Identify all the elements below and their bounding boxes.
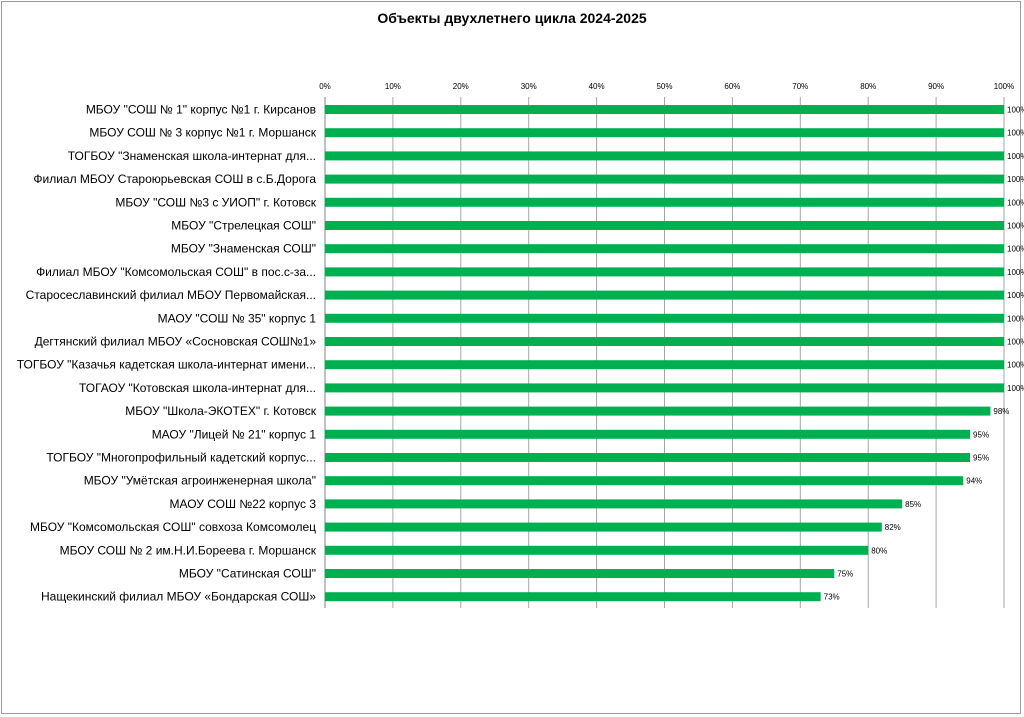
category-label: ТОГАОУ "Котовская школа-интернат для... <box>79 381 316 395</box>
data-label: 100% <box>1007 338 1024 347</box>
bar <box>325 290 1004 300</box>
bar <box>325 337 1004 346</box>
category-label: ТОГБОУ "Многопрофильный кадетский корпус… <box>46 451 316 465</box>
category-label: МБОУ "Комсомольская СОШ" совхоза Комсомо… <box>30 520 316 534</box>
bar <box>325 151 1004 161</box>
x-tick-label: 60% <box>724 82 740 91</box>
x-tick-label: 70% <box>792 82 808 91</box>
category-label: Старосеславинский филиал МБОУ Первомайск… <box>26 288 316 302</box>
category-label: Филиал МБОУ Староюрьевская СОШ в с.Б.Дор… <box>33 172 316 186</box>
data-label: 95% <box>973 430 989 439</box>
category-label: МБОУ "СОШ № 1" корпус №1 г. Кирсанов <box>86 103 316 117</box>
category-label: МБОУ "Умётская агроинженерная школа" <box>84 474 316 488</box>
category-label: ТОГБОУ "Знаменская школа-интернат для... <box>68 149 316 163</box>
x-tick-label: 10% <box>385 82 401 91</box>
data-label: 100% <box>1007 152 1024 161</box>
bar <box>325 545 869 555</box>
x-tick-label: 0% <box>319 82 331 91</box>
data-label: 82% <box>885 523 901 532</box>
category-label: МБОУ "СОШ №3 с УИОП" г. Котовск <box>115 195 316 209</box>
data-label: 100% <box>1007 106 1024 115</box>
data-label: 94% <box>966 477 982 486</box>
category-label: МАОУ "СОШ № 35" корпус 1 <box>158 311 317 325</box>
data-label: 100% <box>1007 291 1024 300</box>
bar <box>325 406 991 416</box>
data-label: 98% <box>993 407 1009 416</box>
category-label: МБОУ СОШ № 3 корпус №1 г. Моршанск <box>89 126 316 140</box>
category-label: Филиал МБОУ "Комсомольская СОШ" в пос.с-… <box>36 265 316 279</box>
category-label: МАОУ "Лицей № 21" корпус 1 <box>152 427 317 441</box>
x-tick-label: 100% <box>994 82 1014 91</box>
x-tick-label: 80% <box>860 82 876 91</box>
category-label: МБОУ "Школа-ЭКОТЕХ" г. Котовск <box>125 404 316 418</box>
data-label: 100% <box>1007 245 1024 254</box>
bar <box>325 592 821 602</box>
data-label: 100% <box>1007 175 1024 184</box>
bar <box>325 128 1004 138</box>
data-label: 95% <box>973 454 989 463</box>
category-label: Нащекинский филиал МБОУ «Бондарская СОШ» <box>41 590 316 604</box>
bar <box>325 360 1004 370</box>
data-label: 100% <box>1007 361 1024 370</box>
category-label: Дегтянский филиал МБОУ «Сосновская СОШ№1… <box>35 335 317 349</box>
data-label: 100% <box>1007 222 1024 231</box>
data-label: 80% <box>871 546 887 555</box>
x-tick-label: 20% <box>453 82 469 91</box>
bar <box>325 105 1004 114</box>
bar <box>325 221 1004 230</box>
bar <box>325 429 971 439</box>
bar <box>325 197 1004 207</box>
data-label: 85% <box>905 500 921 509</box>
data-label: 100% <box>1007 129 1024 138</box>
x-tick-label: 90% <box>928 82 944 91</box>
bar <box>325 383 1004 393</box>
data-label: 75% <box>837 570 853 579</box>
category-label: МАОУ СОШ №22 корпус 3 <box>170 497 317 511</box>
category-label: МБОУ "Сатинская СОШ" <box>179 567 316 581</box>
data-label: 100% <box>1007 384 1024 393</box>
bar <box>325 174 1004 184</box>
bar <box>325 522 882 532</box>
category-label: МБОУ "Знаменская СОШ" <box>171 242 316 256</box>
bar <box>325 476 964 486</box>
x-tick-label: 50% <box>656 82 672 91</box>
bar <box>325 453 971 462</box>
data-label: 100% <box>1007 314 1024 323</box>
x-tick-label: 40% <box>589 82 605 91</box>
bar <box>325 499 903 509</box>
bar <box>325 267 1004 277</box>
data-label: 100% <box>1007 268 1024 277</box>
x-tick-label: 30% <box>521 82 537 91</box>
bar <box>325 569 835 578</box>
category-label: МБОУ "Стрелецкая СОШ" <box>171 219 316 233</box>
category-label: ТОГБОУ "Казачья кадетская школа-интернат… <box>17 358 316 372</box>
chart-title: Объекты двухлетнего цикла 2024-2025 <box>377 10 647 26</box>
category-label: МБОУ СОШ № 2 им.Н.И.Бореева г. Моршанск <box>60 543 317 557</box>
bar <box>325 244 1004 254</box>
data-label: 100% <box>1007 198 1024 207</box>
data-label: 73% <box>824 593 840 602</box>
bar <box>325 313 1004 323</box>
